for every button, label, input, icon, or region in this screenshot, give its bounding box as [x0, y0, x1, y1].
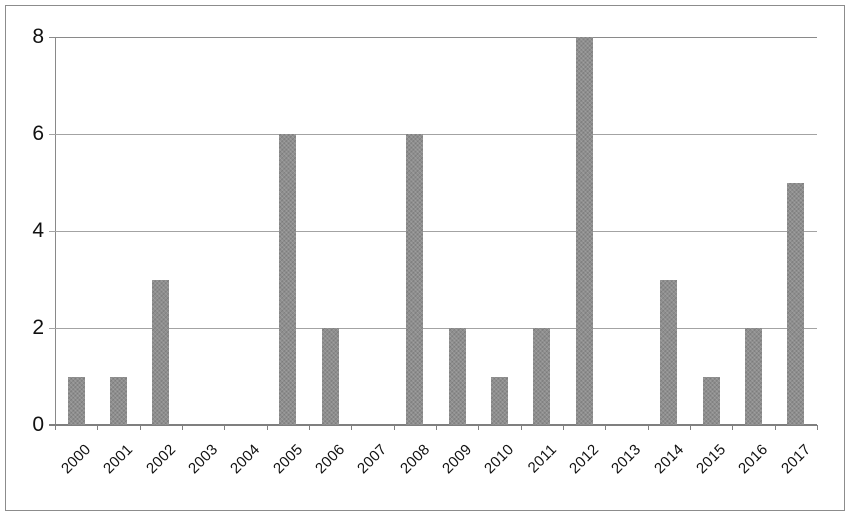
- bar-2006: [321, 328, 339, 425]
- bar-2016: [745, 328, 762, 425]
- x-tick-label-2003: 2003: [184, 441, 222, 478]
- x-axis-tick: [393, 425, 395, 430]
- y-tick-label-8: 8: [32, 25, 44, 48]
- bar-2010: [491, 376, 508, 425]
- x-axis-tick: [55, 425, 56, 430]
- x-axis-tick: [224, 425, 226, 430]
- bar-2014: [660, 279, 678, 425]
- x-axis-tick: [478, 425, 480, 430]
- y-axis-labels: 0 2 4 6 8: [0, 0, 44, 516]
- x-axis-tick: [817, 425, 818, 430]
- x-axis-tick: [690, 425, 691, 430]
- x-axis-tick: [97, 425, 99, 430]
- x-tick-label-2008: 2008: [396, 441, 433, 478]
- bar-2005: [279, 134, 297, 425]
- bar-2002: [152, 279, 170, 425]
- y-tick-label-2: 2: [32, 316, 44, 339]
- x-tick-label-2001: 2001: [100, 441, 137, 478]
- gridline-y6: [49, 134, 817, 135]
- gridline-y2: [49, 328, 817, 329]
- x-tick-label-2017: 2017: [777, 441, 814, 478]
- bar-2011: [533, 328, 551, 425]
- y-tick-label-0: 0: [32, 413, 44, 436]
- x-axis-tick: [266, 425, 268, 430]
- x-axis-tick: [647, 425, 649, 430]
- x-axis-line: [49, 424, 817, 426]
- x-tick-label-2004: 2004: [227, 441, 264, 478]
- x-tick-label-2011: 2011: [524, 441, 560, 477]
- x-axis-tick: [436, 425, 437, 430]
- bar-2012: [575, 37, 593, 425]
- x-axis-tick: [774, 425, 776, 430]
- x-tick-label-2016: 2016: [735, 441, 772, 478]
- bar-2009: [448, 328, 466, 425]
- x-axis-tick: [309, 425, 310, 430]
- x-tick-label-2009: 2009: [438, 441, 476, 478]
- bar-2017: [787, 182, 805, 425]
- bar-2008: [406, 134, 424, 425]
- plot-area: [49, 37, 818, 430]
- x-axis-tick: [351, 425, 353, 430]
- x-tick-label-2000: 2000: [57, 441, 95, 478]
- gridline-y8: [49, 37, 817, 38]
- x-tick-label-2010: 2010: [481, 441, 518, 478]
- x-tick-label-2013: 2013: [608, 441, 645, 478]
- x-tick-label-2006: 2006: [311, 441, 349, 478]
- x-tick-label-2012: 2012: [565, 441, 603, 478]
- x-axis-tick: [182, 425, 183, 430]
- x-axis-tick: [520, 425, 522, 430]
- y-tick-label-4: 4: [32, 219, 44, 242]
- x-axis-tick: [139, 425, 141, 430]
- bar-2000: [67, 376, 85, 425]
- x-tick-label-2007: 2007: [354, 441, 391, 478]
- x-axis-tick: [563, 425, 564, 430]
- chart-outer-border: [5, 5, 845, 511]
- x-tick-label-2002: 2002: [142, 441, 179, 478]
- x-tick-label-2014: 2014: [650, 441, 687, 478]
- x-axis-tick: [732, 425, 734, 430]
- x-axis-tick: [605, 425, 607, 430]
- gridline-y4: [49, 231, 817, 232]
- y-tick-label-6: 6: [32, 122, 44, 145]
- x-tick-label-2005: 2005: [269, 441, 306, 478]
- x-tick-label-2015: 2015: [692, 441, 730, 478]
- bar-2015: [702, 376, 720, 425]
- bar-2001: [110, 376, 127, 425]
